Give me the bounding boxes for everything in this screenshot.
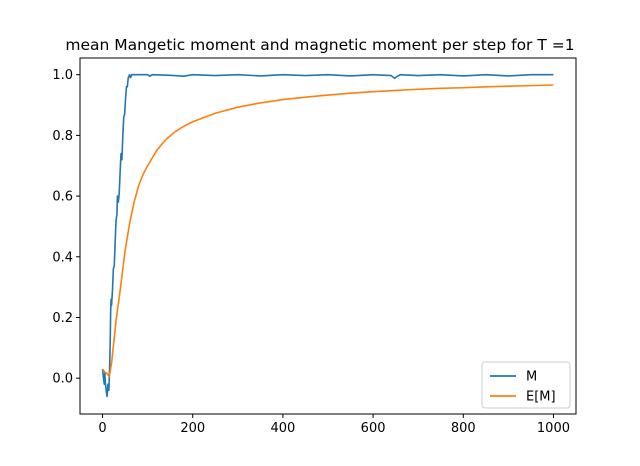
series-line-m xyxy=(101,73,554,398)
x-tick-label: 0 xyxy=(98,421,106,436)
y-tick-label: 0.6 xyxy=(52,190,73,205)
x-tick-label: 800 xyxy=(451,421,476,436)
y-axis: 0.0 0.2 0.4 0.6 0.8 1.0 xyxy=(52,68,80,387)
x-axis: 0 200 400 600 800 1000 xyxy=(98,414,570,436)
legend: M E[M] xyxy=(481,361,571,409)
series-layer xyxy=(101,73,554,398)
x-tick-label: 400 xyxy=(270,421,295,436)
series-line-expected-m xyxy=(101,84,554,378)
y-tick-label: 0.8 xyxy=(52,129,73,144)
y-tick-label: 0.2 xyxy=(52,311,73,326)
chart-title: mean Mangetic moment and magnetic moment… xyxy=(65,36,574,54)
x-tick-label: 1000 xyxy=(537,421,570,436)
plot-frame xyxy=(79,57,577,415)
legend-label: E[M] xyxy=(526,390,556,405)
y-tick-label: 1.0 xyxy=(52,68,73,83)
x-tick-label: 600 xyxy=(361,421,386,436)
y-tick-label: 0.0 xyxy=(52,372,73,387)
y-tick-label: 0.4 xyxy=(52,250,73,265)
x-tick-label: 200 xyxy=(180,421,205,436)
legend-label: M xyxy=(526,370,537,385)
